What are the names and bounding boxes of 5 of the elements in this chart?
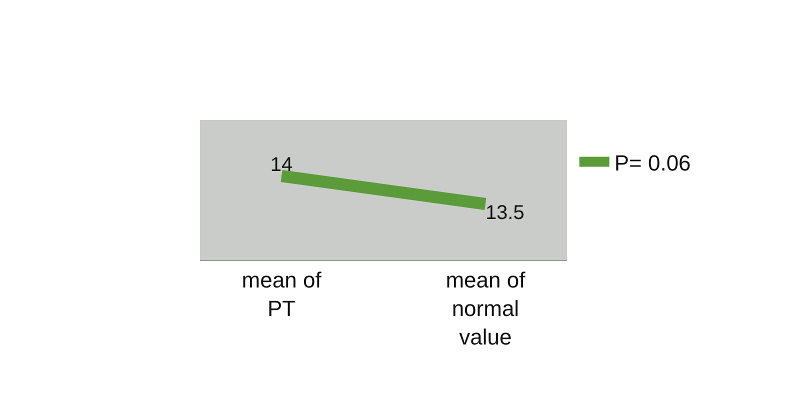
data-label: 13.5 bbox=[485, 202, 524, 224]
legend-label: P= 0.06 bbox=[614, 150, 691, 176]
data-label: 14 bbox=[270, 154, 293, 176]
x-tick-label: mean of PT bbox=[242, 267, 322, 321]
x-tick-label: mean of normal value bbox=[446, 267, 526, 350]
